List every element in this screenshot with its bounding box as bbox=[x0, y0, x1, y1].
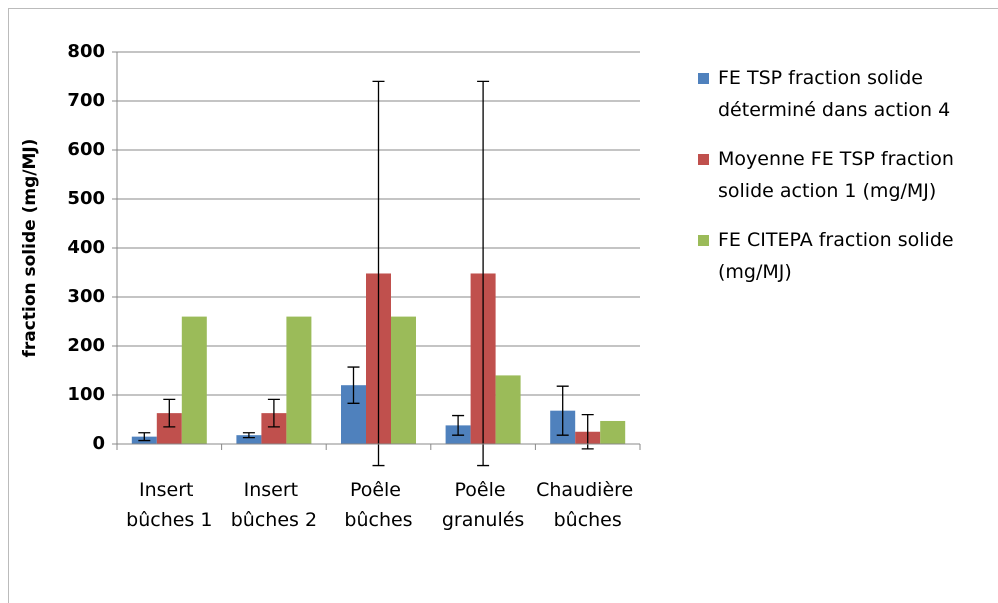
legend-swatch bbox=[698, 154, 709, 165]
y-tick-label: 200 bbox=[67, 335, 105, 356]
y-tick-label: 700 bbox=[67, 90, 105, 111]
y-tick-label: 600 bbox=[67, 139, 105, 160]
bar bbox=[391, 316, 416, 444]
error-bar bbox=[347, 366, 360, 404]
bar bbox=[600, 420, 626, 444]
error-bar bbox=[267, 398, 280, 428]
y-axis-label: fraction solide (mg/MJ) bbox=[20, 139, 40, 358]
x-tick-label: Poêle granulés bbox=[442, 479, 524, 531]
x-tick-label: Insert bûches 2 bbox=[231, 479, 317, 531]
x-tick-label: Insert bûches 1 bbox=[126, 479, 212, 531]
legend-label: FE CITEPA fraction solide (mg/MJ) bbox=[718, 229, 954, 283]
legend-entry: FE TSP fraction solide déterminé dans ac… bbox=[698, 62, 998, 126]
error-bar bbox=[556, 385, 569, 436]
error-bar bbox=[163, 398, 176, 428]
bar bbox=[286, 316, 312, 444]
legend-label: FE TSP fraction solide déterminé dans ac… bbox=[718, 67, 951, 121]
error-bar bbox=[242, 432, 255, 439]
legend-label: Moyenne FE TSP fraction solide action 1 … bbox=[718, 148, 954, 202]
y-tick-label: 400 bbox=[67, 237, 105, 258]
error-bar bbox=[452, 414, 465, 436]
bar bbox=[495, 375, 521, 444]
error-bar bbox=[581, 413, 594, 450]
legend-entry: FE CITEPA fraction solide (mg/MJ) bbox=[698, 224, 998, 288]
y-tick-label: 800 bbox=[67, 41, 105, 62]
x-tick-label: Poêle bûches bbox=[344, 479, 412, 531]
bar bbox=[181, 316, 207, 444]
legend-swatch bbox=[698, 73, 709, 84]
legend-entry: Moyenne FE TSP fraction solide action 1 … bbox=[698, 143, 998, 207]
y-tick-label: 300 bbox=[67, 286, 105, 307]
x-tick-label: Chaudière bûches bbox=[536, 479, 639, 531]
bar bbox=[236, 435, 262, 444]
error-bar bbox=[477, 80, 490, 467]
y-tick-label: 100 bbox=[67, 384, 105, 405]
legend-swatch bbox=[698, 235, 709, 246]
error-bar bbox=[372, 80, 385, 467]
y-tick-label: 0 bbox=[92, 433, 105, 454]
y-tick-label: 500 bbox=[67, 188, 105, 209]
error-bar bbox=[138, 432, 151, 442]
chart-border bbox=[8, 8, 998, 603]
